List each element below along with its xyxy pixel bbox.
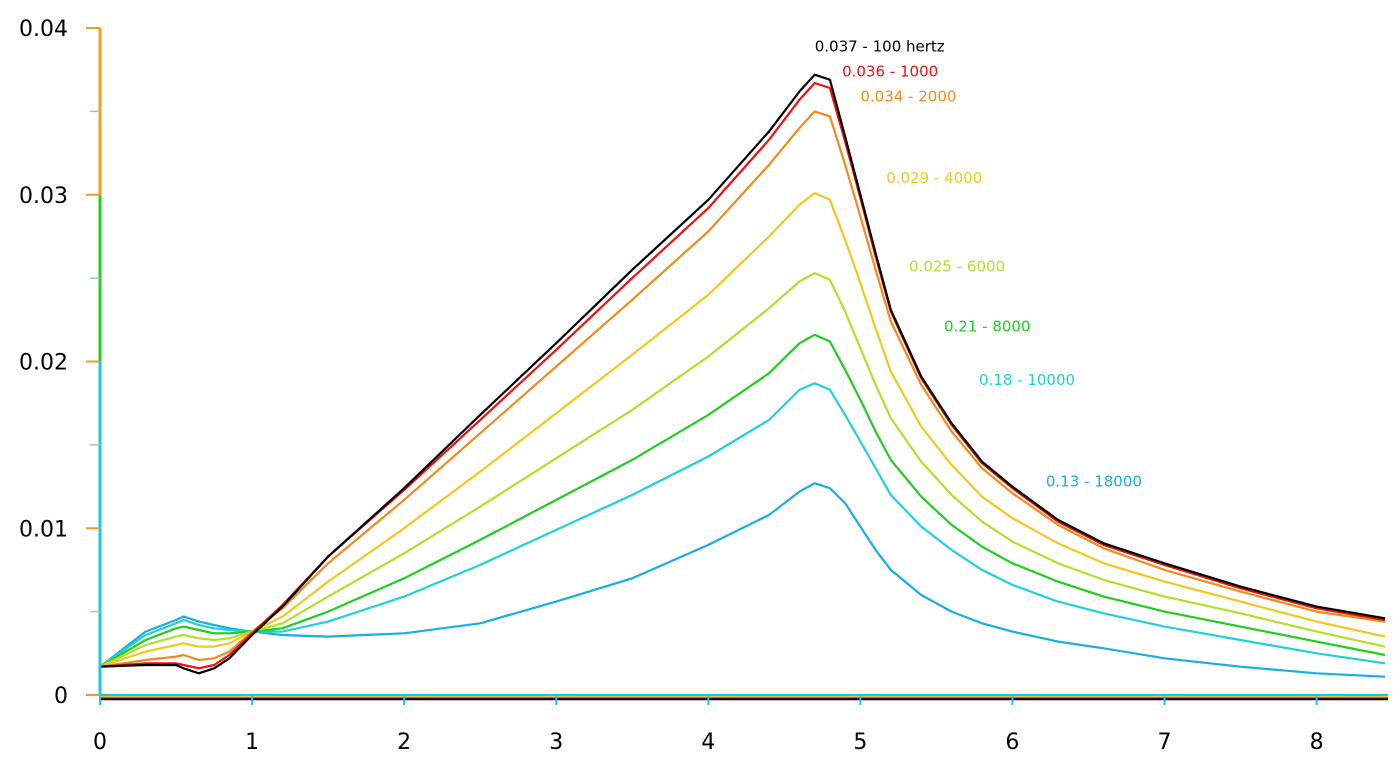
x-tick-label: 8 xyxy=(1310,730,1324,755)
series-label: 0.13 - 18000 xyxy=(1046,473,1142,491)
series-line xyxy=(99,73,1386,675)
series-label: 0.029 - 4000 xyxy=(886,169,982,187)
series-label: 0.036 - 1000 xyxy=(842,62,938,80)
series-label: 0.037 - 100 hertz xyxy=(815,37,945,55)
y-tick-label: 0 xyxy=(54,684,68,709)
series-line xyxy=(99,482,1386,678)
series-label: 0.034 - 2000 xyxy=(860,87,956,105)
y-tick-label: 0.02 xyxy=(19,351,68,376)
y-tick-label: 0.03 xyxy=(19,184,68,209)
series-line xyxy=(99,333,1386,668)
tick-label-group: 0 0.01 0.02 0.03 0.04 0 1 2 3 4 5 6 7 8 xyxy=(19,17,1324,755)
x-tick-label: 5 xyxy=(853,730,867,755)
y-tick-label: 0.04 xyxy=(19,17,68,42)
x-tick-label: 1 xyxy=(245,730,259,755)
series-label-group: 0.037 - 100 hertz 0.036 - 1000 0.034 - 200… xyxy=(815,37,1142,490)
x-tick-label: 2 xyxy=(397,730,411,755)
axes-group xyxy=(86,27,1318,705)
series-line xyxy=(99,382,1386,668)
series-line xyxy=(99,81,1386,670)
series-line xyxy=(99,272,1386,668)
x-tick-label: 6 xyxy=(1005,730,1019,755)
series-line xyxy=(99,110,1386,668)
series-group xyxy=(99,73,1386,678)
series-label: 0.025 - 6000 xyxy=(909,257,1005,275)
baseline-group xyxy=(100,694,1388,701)
x-tick-label: 7 xyxy=(1157,730,1171,755)
x-tick-label: 4 xyxy=(701,730,715,755)
x-tick-label: 0 xyxy=(93,730,107,755)
y-tick-label: 0.01 xyxy=(19,517,68,542)
series-label: 0.18 - 10000 xyxy=(979,371,1075,389)
x-tick-label: 3 xyxy=(549,730,563,755)
series-line xyxy=(99,192,1386,668)
series-label: 0.21 - 8000 xyxy=(944,317,1031,335)
